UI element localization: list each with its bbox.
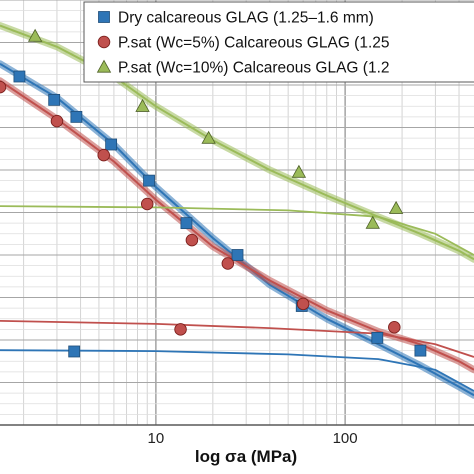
data-point-circle <box>221 257 235 270</box>
data-point-triangle <box>201 130 216 144</box>
data-point-circle <box>0 80 7 94</box>
data-point-square <box>371 331 384 344</box>
data-point-triangle <box>365 215 380 229</box>
legend-label: Dry calcareous GLAG (1.25–1.6 mm) <box>118 10 374 27</box>
data-points <box>0 28 427 358</box>
data-point-square <box>180 217 193 230</box>
fit-line <box>0 79 474 371</box>
data-point-square <box>13 70 26 83</box>
legend-label: P.sat (Wc=5%) Calcareous GLAG (1.25 <box>118 35 390 52</box>
data-point-triangle <box>291 164 307 178</box>
legend-label: P.sat (Wc=10%) Calcareous GLAG (1.2 <box>118 60 390 77</box>
data-point-square <box>105 138 118 151</box>
legend-marker <box>96 59 112 73</box>
data-point-circle <box>174 323 187 336</box>
x-axis-label: log σa (MPa) <box>195 447 297 466</box>
data-point-circle <box>50 114 64 128</box>
data-point-square <box>231 249 244 261</box>
data-point-circle <box>185 233 199 247</box>
data-point-square <box>68 345 81 358</box>
data-point-circle <box>296 297 310 311</box>
data-point-circle <box>97 148 110 162</box>
data-point-circle <box>140 197 154 211</box>
fit-line <box>0 62 474 397</box>
x-tick-label: 100 <box>333 430 358 447</box>
x-tick-label: 10 <box>148 430 165 447</box>
unloading-line <box>0 320 474 358</box>
tick-labels: 10 100 <box>148 430 358 447</box>
data-point-square <box>48 93 61 106</box>
unloading-line <box>0 349 474 392</box>
legend-marker <box>98 11 110 23</box>
data-point-square <box>414 344 427 357</box>
data-point-triangle <box>388 200 404 214</box>
legend-box <box>83 1 474 83</box>
data-point-circle <box>388 321 401 334</box>
data-point-square <box>143 174 155 187</box>
data-point-square <box>70 110 83 123</box>
data-point-triangle <box>135 98 150 112</box>
unloading-line <box>0 205 474 256</box>
legend: Dry calcareous GLAG (1.25–1.6 mm) P.sat (… <box>83 1 474 83</box>
data-point-triangle <box>27 28 43 42</box>
legend-marker <box>97 35 111 49</box>
